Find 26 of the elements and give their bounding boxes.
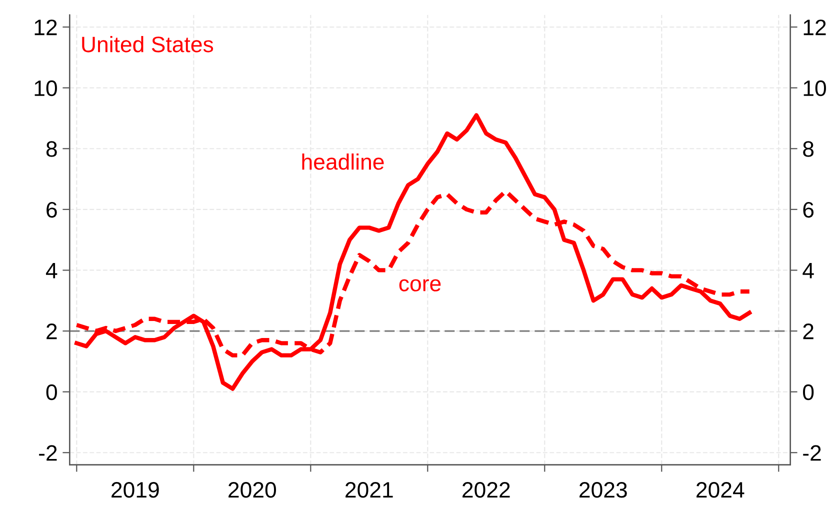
- y-tick-label: 2: [46, 324, 57, 340]
- x-tick-label: 2022: [462, 482, 510, 498]
- y2-tick-label: 6: [803, 202, 814, 218]
- x-tick-label: 2019: [112, 482, 159, 498]
- y-tick-label: 8: [46, 141, 57, 157]
- y2-tick-label: -2: [803, 445, 821, 461]
- y2-tick-label: 0: [803, 384, 814, 400]
- y2-tick-label: 2: [803, 324, 814, 340]
- y-tick-label: 6: [46, 202, 57, 218]
- series-label: headline: [302, 153, 384, 170]
- y2-tick-label: 12: [804, 20, 826, 36]
- series-label: core: [399, 279, 441, 292]
- y-tick-label: 10: [34, 80, 57, 96]
- y-tick-label: -2: [39, 445, 57, 461]
- y2-tick-label: 10: [804, 80, 826, 96]
- y-tick-label: 0: [46, 384, 57, 400]
- y2-tick-label: 8: [803, 141, 814, 157]
- x-tick-label: 2020: [228, 482, 276, 498]
- y2-tick-label: 4: [802, 262, 814, 278]
- x-tick-label: 2024: [696, 482, 744, 498]
- line-series: [74, 113, 752, 391]
- x-tick-label: 2021: [346, 482, 393, 498]
- y-tick-label: 4: [46, 262, 58, 278]
- y-tick-label: 12: [34, 20, 57, 36]
- x-tick-label: 2023: [580, 482, 627, 498]
- text: United States: [82, 36, 214, 52]
